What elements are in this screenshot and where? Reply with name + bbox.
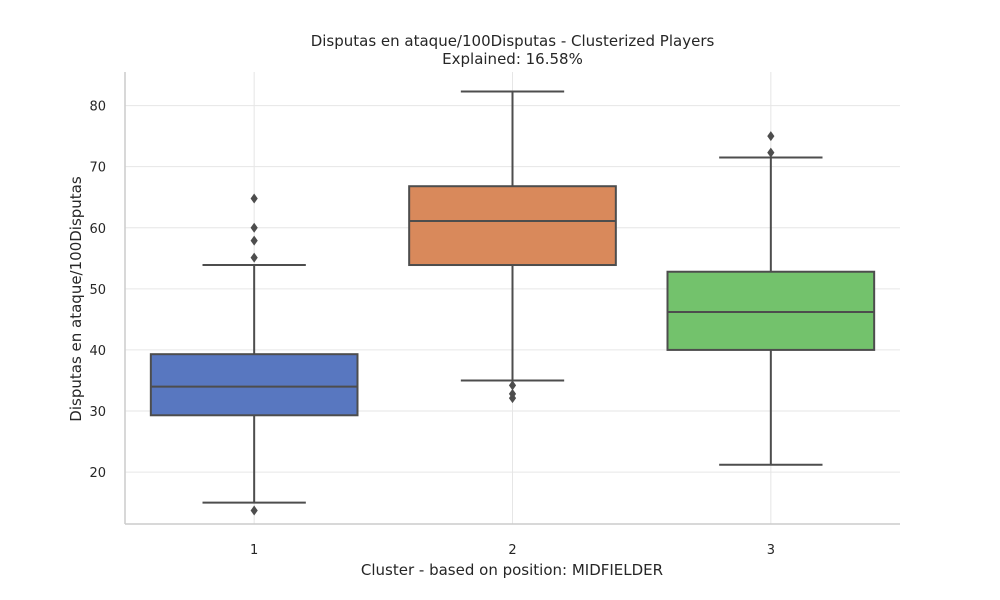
- chart-subtitle: Explained: 16.58%: [442, 50, 583, 68]
- outlier-point: [250, 235, 258, 246]
- y-tick-label: 60: [89, 222, 106, 237]
- y-tick-label: 40: [89, 344, 106, 359]
- box-iqr: [408, 185, 617, 267]
- box-series: [149, 90, 876, 516]
- chart-title-block: Disputas en ataque/100Disputas - Cluster…: [0, 32, 1000, 68]
- outlier-point: [767, 131, 775, 142]
- outlier-point: [250, 193, 258, 204]
- outlier-point: [508, 380, 517, 391]
- outlier-point: [508, 388, 517, 399]
- outlier-point: [767, 147, 775, 158]
- y-axis-label: Disputas en ataque/100Disputas: [67, 176, 85, 422]
- x-axis-label: Cluster - based on position: MIDFIELDER: [361, 561, 663, 579]
- y-tick-label: 20: [89, 466, 106, 481]
- box-group-2: [408, 90, 617, 404]
- y-tick-label: 30: [89, 405, 106, 420]
- box-iqr: [666, 270, 876, 351]
- outlier-point: [250, 222, 258, 233]
- axes: 20 30 40 50 60 70 80 1 2 3: [89, 72, 900, 558]
- x-tick-label: 2: [508, 543, 516, 558]
- box-iqr: [149, 353, 359, 417]
- outlier-point: [250, 252, 258, 263]
- outlier-point: [250, 505, 258, 516]
- y-tick-label: 50: [89, 283, 106, 298]
- chart-title: Disputas en ataque/100Disputas - Cluster…: [310, 32, 715, 50]
- x-tick-label: 1: [250, 543, 258, 558]
- y-tick-label: 70: [89, 161, 106, 176]
- box-group-3: [666, 131, 876, 466]
- box-group-1: [149, 193, 359, 516]
- y-tick-label: 80: [89, 100, 106, 115]
- x-tick-label: 3: [767, 543, 775, 558]
